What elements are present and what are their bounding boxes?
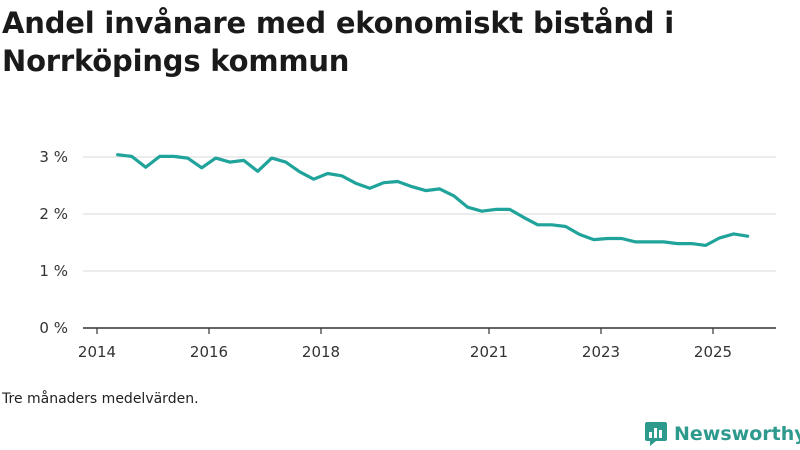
newsworthy-logo-icon (645, 422, 667, 446)
newsworthy-logo-text: Newsworthy (674, 423, 800, 445)
x-tick-label: 2018 (302, 343, 340, 361)
series-layer (116, 153, 750, 247)
grid-lines (83, 156, 776, 272)
y-tick-label: 2 % (39, 205, 68, 223)
y-axis-tick-labels: 0 % 1 % 2 % 3 % (39, 148, 68, 337)
newsworthy-logo[interactable]: Newsworthy (644, 420, 800, 448)
series-line (116, 153, 750, 247)
chart-title: Andel invånare med ekonomiskt bistånd i … (2, 6, 675, 78)
x-tick-label: 2023 (582, 343, 620, 361)
x-tick-label: 2025 (694, 343, 732, 361)
x-axis: 2014 2016 2018 2021 2023 2025 (78, 327, 776, 361)
y-tick-label: 3 % (39, 148, 68, 166)
x-tick-label: 2014 (78, 343, 116, 361)
y-tick-label: 1 % (39, 262, 68, 280)
y-tick-label: 0 % (39, 319, 68, 337)
x-tick-label: 2016 (190, 343, 228, 361)
x-tick-label: 2021 (470, 343, 508, 361)
chart-note: Tre månaders medelvärden. (2, 391, 199, 407)
